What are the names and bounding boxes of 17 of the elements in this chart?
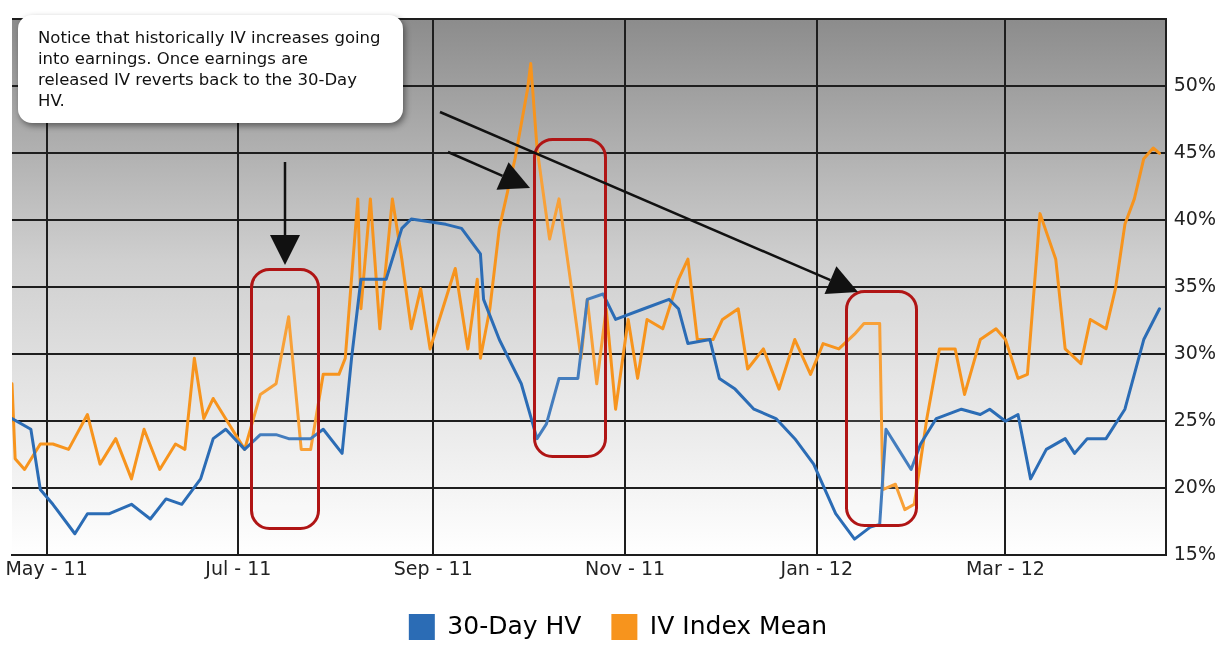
y-tick-label: 25%: [1173, 408, 1216, 431]
y-tick-label: 40%: [1173, 207, 1216, 230]
x-tick-label: Nov - 11: [584, 556, 666, 579]
legend-label: IV Index Mean: [649, 610, 828, 640]
y-tick-label: 30%: [1173, 341, 1216, 364]
y-tick-label: 45%: [1173, 140, 1216, 163]
legend-label: 30-Day HV: [447, 610, 582, 640]
annotation: Notice that historically IV increases going into earnings. Once earnings are released IV reverts back to the 30-Day HV.: [18, 15, 403, 123]
x-tick-label: Jan - 12: [779, 556, 854, 579]
y-tick-label: 50%: [1173, 73, 1216, 96]
x-tick-label: Mar - 12: [965, 556, 1045, 579]
y-tick-label: 15%: [1173, 542, 1216, 565]
y-tick-label: 20%: [1173, 475, 1216, 498]
x-tick-label: Jul - 11: [204, 556, 272, 579]
y-tick-label: 35%: [1173, 274, 1216, 297]
x-tick-label: May - 11: [5, 556, 88, 579]
x-tick-label: Sep - 11: [393, 556, 473, 579]
